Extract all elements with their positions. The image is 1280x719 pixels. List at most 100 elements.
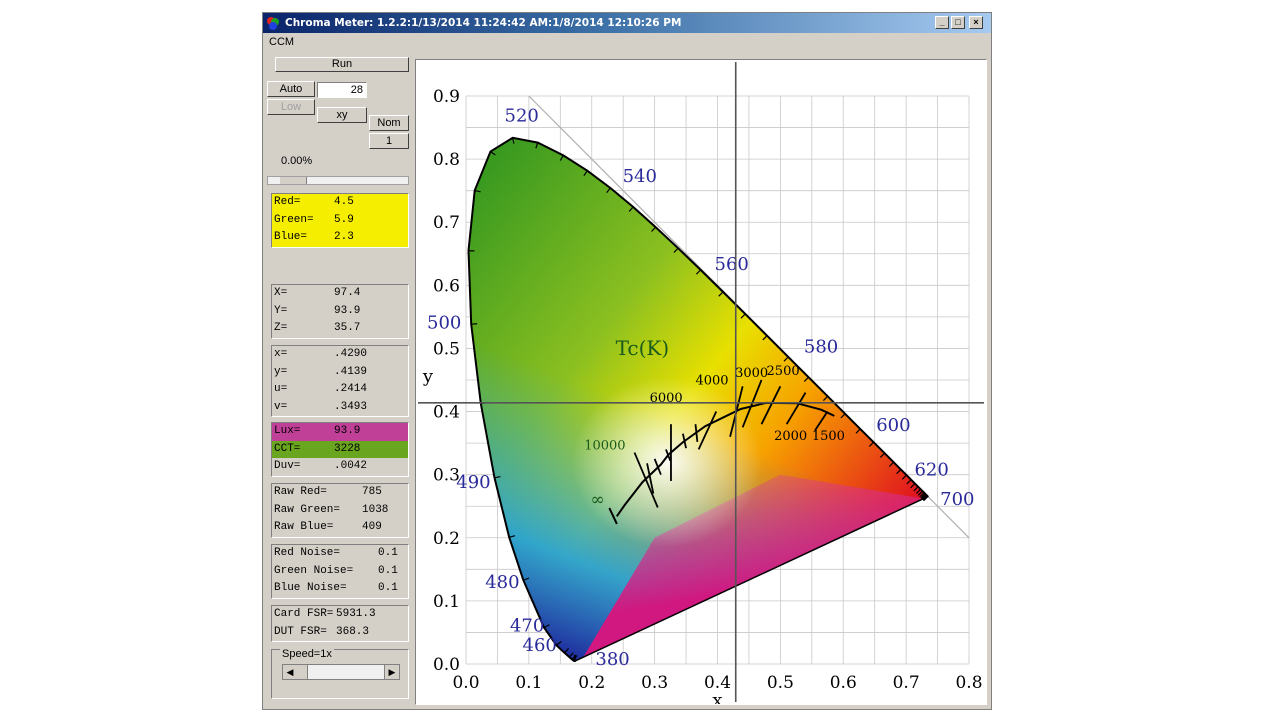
- locus-tick: [718, 291, 724, 297]
- u-row: u= .2414: [274, 383, 368, 395]
- close-button[interactable]: ×: [969, 16, 983, 29]
- card-fsr-row: Card FSR= 5931.3: [274, 608, 376, 620]
- low-button[interactable]: Low: [267, 99, 315, 115]
- y-tristim-row: Y= 93.9: [274, 304, 361, 317]
- chromaticity-plot-panel: 0.0 0.1 0.2 0.3 0.4 0.5 0.6 0.7 0.8 0.0 0.1 0.2 0.3 0…: [415, 59, 987, 711]
- cx-row: x= .4290: [274, 348, 368, 360]
- locus-tick: [474, 189, 481, 193]
- x-tick-label: 0.5: [767, 673, 794, 693]
- x-tick-label: 0.3: [641, 673, 668, 693]
- y-tick-label: 0.6: [433, 276, 460, 296]
- y-tick-label: 0.5: [433, 339, 460, 359]
- x-tick-label: 0.0: [452, 673, 479, 693]
- locus-tick: [921, 493, 927, 499]
- isotemperature-line: [785, 392, 807, 425]
- isotemperature-line: [814, 411, 829, 431]
- cct-row: CCT= 3228: [272, 440, 408, 458]
- wavelength-label-460: 460: [523, 635, 557, 656]
- wavelength-label-470: 470: [510, 615, 544, 636]
- auto-button[interactable]: Auto: [267, 81, 315, 97]
- percent-label: 0.00%: [281, 155, 313, 167]
- duv-row: Duv= .0042: [274, 460, 368, 472]
- menu-bar: CCM: [263, 33, 991, 51]
- y-tick-label: 0.4: [433, 403, 460, 423]
- wavelength-label-520: 520: [505, 106, 539, 127]
- locus-tick: [803, 376, 809, 382]
- wavelength-label-600: 600: [876, 415, 910, 436]
- wavelength-label-700: 700: [940, 489, 974, 510]
- locus-tick: [573, 655, 578, 662]
- locus-tick: [651, 226, 657, 232]
- wavelength-label-560: 560: [715, 254, 749, 275]
- y-tick-label: 0.7: [433, 213, 460, 233]
- wavelength-label-620: 620: [914, 460, 948, 481]
- lux-row: Lux= 93.9: [272, 423, 408, 441]
- isotemperature-line: [760, 385, 782, 425]
- x-tick-label: 0.8: [955, 673, 982, 693]
- plot-axes: 0.0 0.1 0.2 0.3 0.4 0.5 0.6 0.7 0.8 0.0 0.1 0.2 0.3 0…: [433, 87, 983, 693]
- y-axis-label: y: [422, 366, 434, 387]
- locus-tick: [494, 475, 501, 479]
- minimize-button[interactable]: _: [935, 16, 949, 29]
- raw-red-row: Raw Red= 785: [274, 486, 382, 498]
- percent-scrollbar[interactable]: [267, 176, 409, 185]
- isotemperature-line: [682, 433, 687, 449]
- locus-tick: [571, 654, 577, 661]
- isotemperature-line: [665, 449, 672, 462]
- y-tick-label: 0.9: [433, 87, 460, 107]
- isotemperature-line: [653, 458, 662, 475]
- locus-tick: [915, 488, 922, 494]
- planckian-title: Tc(K): [616, 336, 670, 360]
- planckian-curve: [615, 401, 835, 517]
- title-bar[interactable]: Chroma Meter: 1.2.2:1/13/2014 11:24:42 A…: [263, 13, 991, 33]
- x-tick-label: 0.2: [578, 673, 605, 693]
- green-noise-row: Green Noise= 0.1: [274, 564, 398, 577]
- red-row: Red= 4.5: [272, 194, 408, 212]
- speed-group: Speed=1x ◀ ▶: [271, 648, 409, 699]
- locus-tick: [822, 395, 829, 401]
- range-value-field[interactable]: 28: [317, 82, 367, 98]
- locus-tick: [583, 170, 588, 176]
- locus-tick: [917, 490, 923, 496]
- speed-thumb[interactable]: [297, 665, 308, 679]
- dut-fsr-row: DUT FSR= 368.3: [274, 625, 370, 638]
- chromaticity-readout: x= .4290 y= .4139 u= .2414 v= .3493: [271, 345, 409, 417]
- spectral-locus: [467, 136, 929, 662]
- isotemperature-line: [646, 463, 655, 494]
- scroll-right-icon[interactable]: ▶: [384, 665, 399, 679]
- locus-tick: [913, 486, 919, 492]
- wavelength-label-490: 490: [456, 472, 490, 493]
- maximize-button[interactable]: □: [951, 16, 965, 29]
- locus-tick: [888, 461, 895, 467]
- wavelength-label-480: 480: [485, 572, 519, 593]
- nom-button[interactable]: Nom: [369, 115, 409, 131]
- locus-tick: [922, 494, 928, 500]
- nom-value[interactable]: 1: [369, 133, 409, 149]
- scroll-left-icon[interactable]: ◀: [283, 665, 298, 679]
- v-row: v= .3493: [274, 400, 368, 413]
- temperature-label: 2000: [774, 429, 807, 444]
- locus-tick: [762, 335, 768, 341]
- line-of-purples: [575, 495, 929, 662]
- xy-button[interactable]: xy: [317, 107, 367, 123]
- locus-tick: [921, 494, 927, 500]
- menu-ccm[interactable]: CCM: [269, 36, 295, 48]
- locus-tick: [628, 206, 634, 212]
- locus-tick: [783, 356, 789, 362]
- x-tristim-row: X= 97.4: [274, 287, 361, 299]
- locus-tick: [509, 535, 516, 538]
- locus-tick: [840, 413, 846, 419]
- speed-scrollbar[interactable]: ◀ ▶: [282, 664, 400, 680]
- run-button[interactable]: Run: [275, 57, 409, 72]
- locus-tick: [919, 492, 925, 498]
- x-tick-label: 0.6: [830, 673, 857, 693]
- locus-tick: [512, 137, 515, 144]
- x-tick-label: 0.4: [704, 673, 731, 693]
- isotemperature-line: [694, 424, 699, 442]
- infinity-cap: [608, 507, 618, 525]
- xyz-readout: X= 97.4 Y= 93.9 Z= 35.7: [271, 284, 409, 339]
- locus-tick: [695, 269, 702, 275]
- y-tick-label: 0.3: [433, 466, 460, 486]
